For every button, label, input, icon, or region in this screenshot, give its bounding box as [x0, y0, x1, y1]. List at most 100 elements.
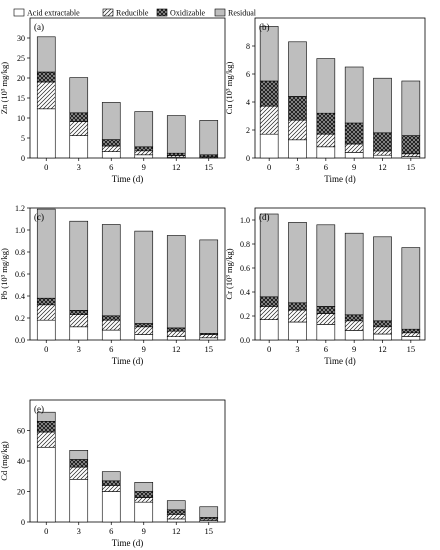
y-tick-label: 0.8: [240, 240, 250, 249]
y-tick-label: 0: [21, 518, 25, 527]
bar-segment: [101, 151, 121, 159]
bar-segment: [134, 334, 154, 341]
bar-segment: [373, 326, 392, 335]
y-tick-label: 0.4: [240, 288, 250, 297]
bar-segment: [373, 236, 392, 322]
x-tick-label: 3: [77, 162, 81, 172]
x-tick-label: 15: [205, 162, 214, 172]
y-axis-label: Cr (10³ mg/kg): [224, 248, 234, 299]
plot-frame: [254, 17, 426, 159]
bar-segment: [259, 105, 279, 135]
bar-segment: [166, 518, 186, 523]
legend: Acid extractable Reducible Oxidizable Re…: [13, 8, 257, 18]
chart-panel: 0.0 0.2 0.4 0.6 0.8 1.0 0 3 6 9 12 15 (d) Time (d) Cr …: [224, 207, 426, 366]
bar-segment: [288, 96, 307, 121]
x-tick-label: 12: [172, 526, 181, 536]
bar-segment: [288, 41, 307, 97]
legend-swatch-acid: [13, 8, 25, 17]
bar-segment: [288, 222, 307, 304]
bar-segment: [166, 235, 186, 329]
chart-panel: 0.0 0.2 0.4 0.6 0.8 1.0 1.2 0 3 6 9 12 15 (c) Time (d)…: [0, 204, 226, 366]
x-tick-label: 9: [352, 344, 356, 354]
bar-segment: [69, 314, 89, 328]
bar-segment: [134, 497, 154, 503]
y-tick-label: 0.8: [15, 248, 25, 257]
bar-segment: [101, 145, 121, 152]
x-tick-label: 12: [172, 344, 181, 354]
bar-segment: [344, 314, 364, 322]
bar-segment: [401, 332, 421, 337]
x-tick-label: 9: [142, 344, 146, 354]
bar-segment: [69, 135, 89, 159]
bar-segment: [166, 509, 186, 515]
x-axis-label: Time (d): [324, 174, 355, 184]
bar-segment: [259, 319, 279, 341]
bar-segment: [401, 328, 421, 334]
bar-segment: [316, 224, 336, 307]
x-tick-label: 12: [172, 162, 181, 172]
y-axis-label: Cd (mg/kg): [0, 441, 9, 481]
legend-label: Acid extractable: [27, 9, 80, 18]
y-tick-label: 0: [21, 154, 25, 163]
x-tick-label: 3: [295, 162, 299, 172]
bar-segment: [373, 77, 392, 134]
bar-segment: [316, 58, 336, 114]
bar-segment: [36, 81, 56, 110]
x-tick-label: 15: [407, 344, 416, 354]
legend-swatch-reducible: [102, 8, 114, 17]
chart-panel: 0 2 4 6 8 0 3 6 9 12 15 (b) Time (d) Cu (10³ mg/kg): [224, 17, 426, 184]
bar-segment: [134, 230, 154, 324]
bar-segment: [373, 154, 392, 159]
bar-segment: [199, 506, 219, 518]
bar-segment: [101, 485, 121, 492]
bar-segment: [166, 514, 186, 520]
bar-segment: [373, 333, 392, 341]
bar-segment: [36, 319, 56, 341]
x-tick-label: 9: [142, 162, 146, 172]
bar-segment: [69, 326, 89, 341]
x-tick-label: 3: [77, 526, 81, 536]
bar-segment: [288, 321, 307, 341]
bar-segment: [166, 330, 186, 338]
bar-segment: [166, 500, 186, 511]
bar-segment: [344, 66, 364, 124]
bar-segment: [69, 478, 89, 523]
y-tick-label: 20: [17, 487, 25, 496]
x-axis-label: Time (d): [112, 538, 143, 548]
bar-segment: [69, 466, 89, 480]
bar-segment: [101, 319, 121, 331]
bar-segment: [69, 112, 89, 122]
bar-segment: [316, 146, 336, 159]
bar-segment: [166, 115, 186, 154]
bar-segment: [344, 330, 364, 341]
bar-segment: [36, 431, 56, 448]
bar-segment: [69, 450, 89, 460]
bar-segment: [101, 471, 121, 482]
bar-segment: [36, 446, 56, 523]
bar-segment: [401, 247, 421, 330]
x-tick-label: 0: [44, 344, 48, 354]
bar-segment: [373, 132, 392, 152]
bar-segment: [101, 329, 121, 341]
y-tick-label: 15: [17, 94, 25, 103]
x-tick-label: 15: [205, 344, 214, 354]
legend-item: Acid extractable: [13, 8, 80, 18]
y-tick-label: 0.6: [15, 270, 25, 279]
legend-label: Oxidizable: [170, 9, 206, 18]
x-tick-label: 0: [44, 162, 48, 172]
legend-swatch-oxidizable: [156, 8, 168, 17]
y-tick-label: 6: [246, 70, 250, 79]
bar-segment: [401, 153, 421, 157]
bar-segment: [344, 122, 364, 145]
bar-segment: [344, 232, 364, 316]
bar-segment: [101, 102, 121, 140]
bar-segment: [344, 143, 364, 153]
bar-segment: [36, 421, 56, 433]
y-tick-label: 4: [246, 98, 250, 107]
panel-label: (c): [34, 212, 44, 222]
bar-segment: [166, 336, 186, 341]
x-tick-label: 12: [378, 344, 387, 354]
y-tick-label: 5: [21, 134, 25, 143]
x-tick-label: 0: [267, 162, 271, 172]
